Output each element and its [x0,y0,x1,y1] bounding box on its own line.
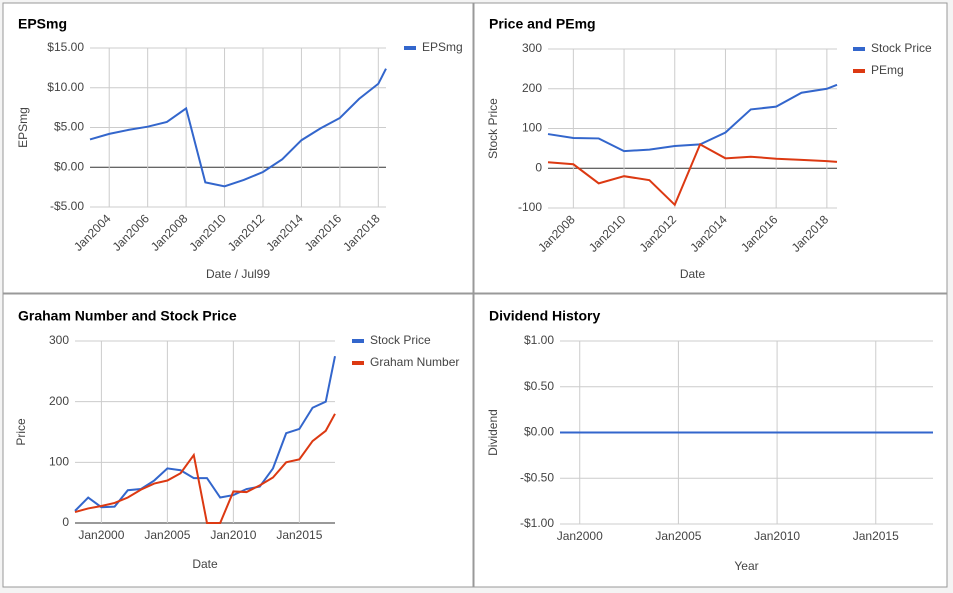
x-tick-label: Jan2015 [853,529,899,543]
x-tick-label: Jan2005 [144,528,190,542]
x-axis-label: Date / Jul99 [206,267,270,281]
y-tick-label: 300 [49,333,69,347]
y-axis-label: Price [14,418,28,446]
y-tick-label: $0.50 [524,379,554,393]
x-tick-label: Jan2010 [210,528,256,542]
series-line [89,68,387,188]
legend-label: PEmg [871,63,904,77]
panel [473,293,948,588]
y-tick-label: 0 [535,160,542,174]
x-axis-label: Year [734,559,758,573]
y-tick-label: $0.00 [54,159,84,173]
x-tick-label: Jan2000 [557,529,603,543]
series-line [547,142,838,207]
x-tick-label: Jan2005 [655,529,701,543]
legend-label: Stock Price [370,333,431,347]
chart-title: EPSmg [18,16,67,32]
y-tick-label: $1.00 [524,333,554,347]
y-tick-label: $15.00 [47,40,84,54]
y-tick-label: 100 [522,121,542,135]
chart-title: Price and PEmg [489,16,596,32]
legend-label: EPSmg [422,40,463,54]
panel [473,2,948,294]
y-tick-label: -$5.00 [50,199,84,213]
y-tick-label: $10.00 [47,80,84,94]
y-tick-label: 100 [49,455,69,469]
y-tick-label: 300 [522,41,542,55]
x-tick-label: Jan2015 [276,528,322,542]
y-tick-label: -$0.50 [520,470,554,484]
y-axis-label: EPSmg [16,107,30,148]
y-tick-label: 0 [62,515,69,529]
y-tick-label: -100 [518,200,542,214]
x-axis-label: Date [192,557,218,571]
x-axis-label: Date [680,267,706,281]
y-tick-label: 200 [522,81,542,95]
panel [2,2,474,294]
chart-title: Graham Number and Stock Price [18,308,237,324]
y-axis-label: Dividend [486,409,500,456]
y-tick-label: -$1.00 [520,516,554,530]
x-tick-label: Jan2010 [754,529,800,543]
legend-label: Stock Price [871,41,932,55]
panel [2,293,474,588]
y-tick-label: 200 [49,394,69,408]
legend-label: Graham Number [370,355,459,369]
y-axis-label: Stock Price [486,98,500,159]
series-line [74,413,336,524]
x-tick-label: Jan2000 [78,528,124,542]
chart-title: Dividend History [489,308,600,324]
y-tick-label: $5.00 [54,120,84,134]
y-tick-label: $0.00 [524,425,554,439]
